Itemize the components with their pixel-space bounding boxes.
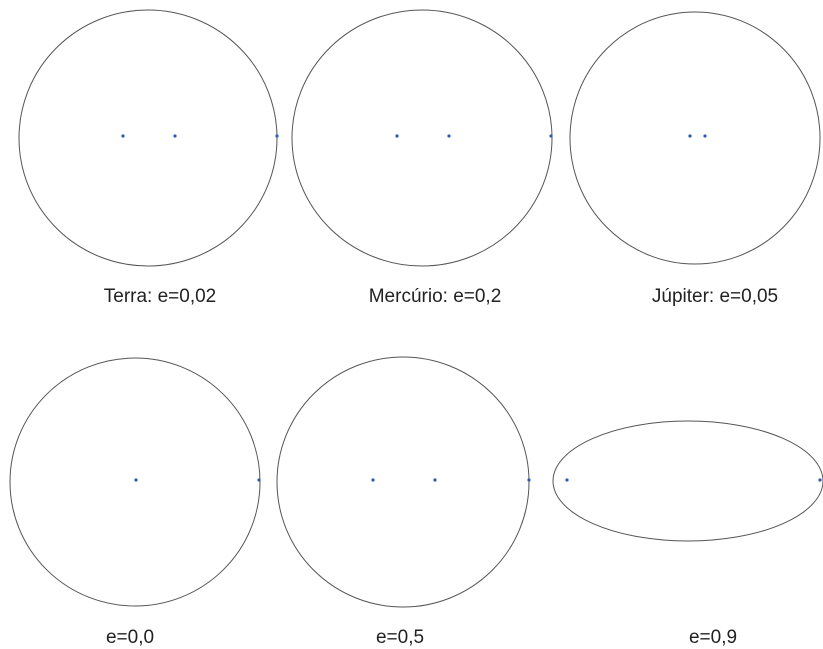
label-terra: Terra: e=0,02 bbox=[103, 286, 217, 307]
focus-point bbox=[703, 134, 707, 138]
orbit-ellipse bbox=[569, 11, 821, 265]
orbit-ellipse bbox=[291, 9, 553, 267]
planet-point bbox=[818, 478, 822, 482]
orbit-ellipse bbox=[9, 357, 261, 607]
orbit-e09 bbox=[552, 420, 823, 542]
orbit-terra bbox=[18, 9, 279, 267]
planet-point bbox=[527, 478, 531, 482]
label-e09: e=0,9 bbox=[688, 627, 738, 648]
orbit-mercurio bbox=[291, 9, 553, 267]
orbit-e05 bbox=[276, 356, 531, 608]
center-point bbox=[371, 478, 375, 482]
orbit-ellipse bbox=[552, 420, 823, 542]
focus-point bbox=[565, 478, 569, 482]
orbit-ellipse bbox=[276, 356, 530, 608]
center-point bbox=[688, 134, 692, 138]
planet-point bbox=[275, 134, 279, 138]
focus-point bbox=[173, 134, 177, 138]
label-e00: e=0,0 bbox=[105, 627, 155, 648]
planet-point bbox=[549, 134, 553, 138]
planet-point bbox=[257, 478, 261, 482]
label-jupiter: Júpiter: e=0,05 bbox=[651, 286, 779, 307]
orbit-jupiter bbox=[569, 11, 821, 265]
center-point bbox=[121, 134, 125, 138]
focus-point bbox=[433, 478, 437, 482]
label-mercurio: Mercúrio: e=0,2 bbox=[368, 286, 502, 307]
focus-point bbox=[447, 134, 451, 138]
center-point bbox=[134, 478, 138, 482]
orbit-ellipse bbox=[18, 9, 278, 267]
label-e05: e=0,5 bbox=[375, 627, 425, 648]
orbit-e00 bbox=[9, 357, 261, 607]
center-point bbox=[395, 134, 399, 138]
